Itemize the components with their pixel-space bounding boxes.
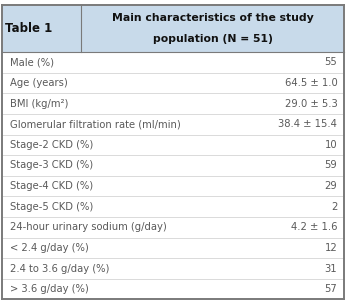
Text: > 3.6 g/day (%): > 3.6 g/day (%) [10,284,89,294]
Text: Stage-2 CKD (%): Stage-2 CKD (%) [10,140,94,150]
Text: 12: 12 [325,243,337,253]
Text: 64.5 ± 1.0: 64.5 ± 1.0 [285,78,337,88]
Text: Main characteristics of the study: Main characteristics of the study [112,13,314,23]
Text: 57: 57 [325,284,337,294]
Text: 4.2 ± 1.6: 4.2 ± 1.6 [291,222,337,232]
Text: 29.0 ± 5.3: 29.0 ± 5.3 [285,99,337,109]
Text: BMI (kg/m²): BMI (kg/m²) [10,99,69,109]
Text: Age (years): Age (years) [10,78,68,88]
Text: 38.4 ± 15.4: 38.4 ± 15.4 [279,119,337,129]
Text: population (N = 51): population (N = 51) [153,34,273,44]
Text: 59: 59 [325,160,337,170]
Text: 55: 55 [325,57,337,67]
Text: 2: 2 [331,202,337,212]
Text: Stage-5 CKD (%): Stage-5 CKD (%) [10,202,94,212]
Text: Stage-3 CKD (%): Stage-3 CKD (%) [10,160,93,170]
Text: 10: 10 [325,140,337,150]
Text: 2.4 to 3.6 g/day (%): 2.4 to 3.6 g/day (%) [10,264,110,274]
Text: Glomerular filtration rate (ml/min): Glomerular filtration rate (ml/min) [10,119,181,129]
Text: 29: 29 [325,181,337,191]
Text: Table 1: Table 1 [5,22,53,35]
Bar [2,5,344,52]
Text: Male (%): Male (%) [10,57,54,67]
Text: < 2.4 g/day (%): < 2.4 g/day (%) [10,243,89,253]
Text: 24-hour urinary sodium (g/day): 24-hour urinary sodium (g/day) [10,222,167,232]
Text: 31: 31 [325,264,337,274]
Text: Stage-4 CKD (%): Stage-4 CKD (%) [10,181,93,191]
